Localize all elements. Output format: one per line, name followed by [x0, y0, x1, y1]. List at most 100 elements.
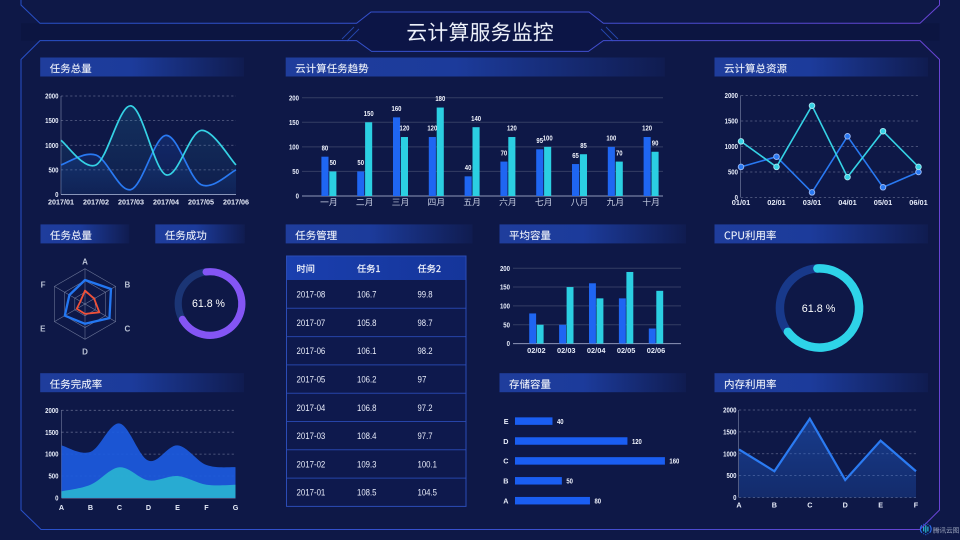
svg-text:120: 120 — [642, 124, 652, 133]
svg-text:160: 160 — [669, 457, 679, 466]
svg-text:65: 65 — [572, 151, 579, 160]
svg-text:G: G — [233, 503, 239, 512]
svg-text:120: 120 — [400, 124, 410, 133]
svg-text:05/01: 05/01 — [874, 198, 893, 207]
svg-text:108.5: 108.5 — [357, 488, 377, 498]
svg-text:2017-05: 2017-05 — [297, 375, 326, 385]
svg-text:106.1: 106.1 — [357, 346, 377, 356]
svg-text:D: D — [146, 503, 151, 512]
svg-text:70: 70 — [616, 148, 623, 157]
svg-text:2017/06: 2017/06 — [223, 198, 249, 207]
svg-text:150: 150 — [289, 118, 299, 127]
svg-text:2017/03: 2017/03 — [118, 198, 144, 207]
svg-text:99.8: 99.8 — [418, 290, 433, 300]
svg-text:104.5: 104.5 — [418, 488, 438, 498]
svg-text:120: 120 — [427, 124, 437, 133]
svg-text:100: 100 — [289, 142, 299, 151]
svg-text:02/01: 02/01 — [767, 198, 786, 207]
svg-text:2000: 2000 — [45, 92, 58, 101]
svg-text:1000: 1000 — [723, 449, 736, 458]
svg-text:2017-02: 2017-02 — [297, 459, 326, 469]
svg-text:50: 50 — [566, 477, 573, 486]
svg-text:200: 200 — [500, 264, 510, 273]
svg-text:98.7: 98.7 — [418, 318, 433, 328]
svg-text:2017/01: 2017/01 — [48, 198, 74, 207]
svg-text:500: 500 — [726, 471, 736, 480]
svg-text:100: 100 — [500, 302, 510, 311]
svg-text:106.7: 106.7 — [357, 290, 377, 300]
svg-text:02/06: 02/06 — [647, 346, 666, 355]
svg-text:100.1: 100.1 — [418, 459, 438, 469]
svg-text:140: 140 — [471, 114, 481, 123]
svg-text:61.8 %: 61.8 % — [802, 303, 836, 315]
svg-text:C: C — [807, 501, 812, 510]
svg-text:105.8: 105.8 — [357, 318, 377, 328]
svg-text:109.3: 109.3 — [357, 459, 377, 469]
svg-text:40: 40 — [465, 163, 472, 172]
svg-text:2017-08: 2017-08 — [297, 290, 326, 300]
svg-text:2017/04: 2017/04 — [153, 198, 179, 207]
svg-text:2000: 2000 — [723, 406, 736, 415]
svg-text:50: 50 — [503, 320, 510, 329]
svg-text:97.7: 97.7 — [418, 431, 433, 441]
svg-text:40: 40 — [557, 417, 564, 426]
svg-text:B: B — [503, 477, 508, 486]
svg-text:98.2: 98.2 — [418, 346, 433, 356]
svg-text:A: A — [503, 497, 508, 506]
svg-text:0: 0 — [296, 192, 299, 201]
svg-text:0: 0 — [507, 339, 510, 348]
svg-text:C: C — [117, 503, 122, 512]
svg-text:80: 80 — [322, 143, 329, 152]
svg-text:F: F — [914, 501, 919, 510]
svg-text:06/01: 06/01 — [909, 198, 928, 207]
svg-text:1000: 1000 — [45, 450, 58, 459]
svg-text:C: C — [503, 457, 508, 466]
svg-text:106.8: 106.8 — [357, 403, 377, 413]
svg-text:97.2: 97.2 — [418, 403, 433, 413]
svg-text:0: 0 — [735, 193, 738, 202]
svg-text:1000: 1000 — [725, 142, 738, 151]
svg-text:95: 95 — [536, 136, 543, 145]
svg-text:03/01: 03/01 — [803, 198, 822, 207]
svg-text:97: 97 — [418, 375, 427, 385]
svg-text:80: 80 — [594, 497, 601, 506]
svg-text:A: A — [59, 503, 64, 512]
svg-text:E: E — [878, 501, 883, 510]
svg-text:108.4: 108.4 — [357, 431, 377, 441]
svg-text:2000: 2000 — [725, 91, 738, 100]
svg-text:500: 500 — [48, 472, 58, 481]
svg-text:02/03: 02/03 — [557, 346, 576, 355]
svg-text:E: E — [40, 325, 46, 334]
svg-text:A: A — [82, 258, 88, 267]
svg-text:1500: 1500 — [45, 116, 58, 125]
svg-text:150: 150 — [500, 283, 510, 292]
svg-text:2000: 2000 — [45, 406, 58, 415]
svg-text:0: 0 — [55, 190, 58, 199]
svg-text:0: 0 — [55, 494, 58, 503]
svg-text:2017-01: 2017-01 — [297, 488, 326, 498]
svg-text:D: D — [82, 348, 88, 357]
svg-text:85: 85 — [580, 141, 587, 150]
svg-text:1500: 1500 — [45, 428, 58, 437]
svg-text:61.8 %: 61.8 % — [192, 298, 226, 310]
svg-text:70: 70 — [501, 148, 508, 157]
svg-text:2017-03: 2017-03 — [297, 431, 326, 441]
svg-text:B: B — [125, 281, 131, 290]
svg-text:F: F — [204, 503, 209, 512]
svg-text:1500: 1500 — [725, 117, 738, 126]
svg-text:1500: 1500 — [723, 427, 736, 436]
svg-text:1000: 1000 — [45, 141, 58, 150]
svg-text:150: 150 — [364, 109, 374, 118]
svg-text:50: 50 — [357, 158, 364, 167]
svg-text:A: A — [736, 501, 741, 510]
svg-text:F: F — [41, 281, 46, 290]
svg-text:02/02: 02/02 — [527, 346, 546, 355]
svg-text:2017-04: 2017-04 — [297, 403, 326, 413]
svg-text:100: 100 — [606, 134, 616, 143]
svg-text:120: 120 — [632, 437, 642, 446]
svg-text:B: B — [772, 501, 777, 510]
svg-text:100: 100 — [543, 134, 553, 143]
svg-text:2017/02: 2017/02 — [83, 198, 109, 207]
svg-text:2017/05: 2017/05 — [188, 198, 214, 207]
svg-text:E: E — [504, 417, 509, 426]
